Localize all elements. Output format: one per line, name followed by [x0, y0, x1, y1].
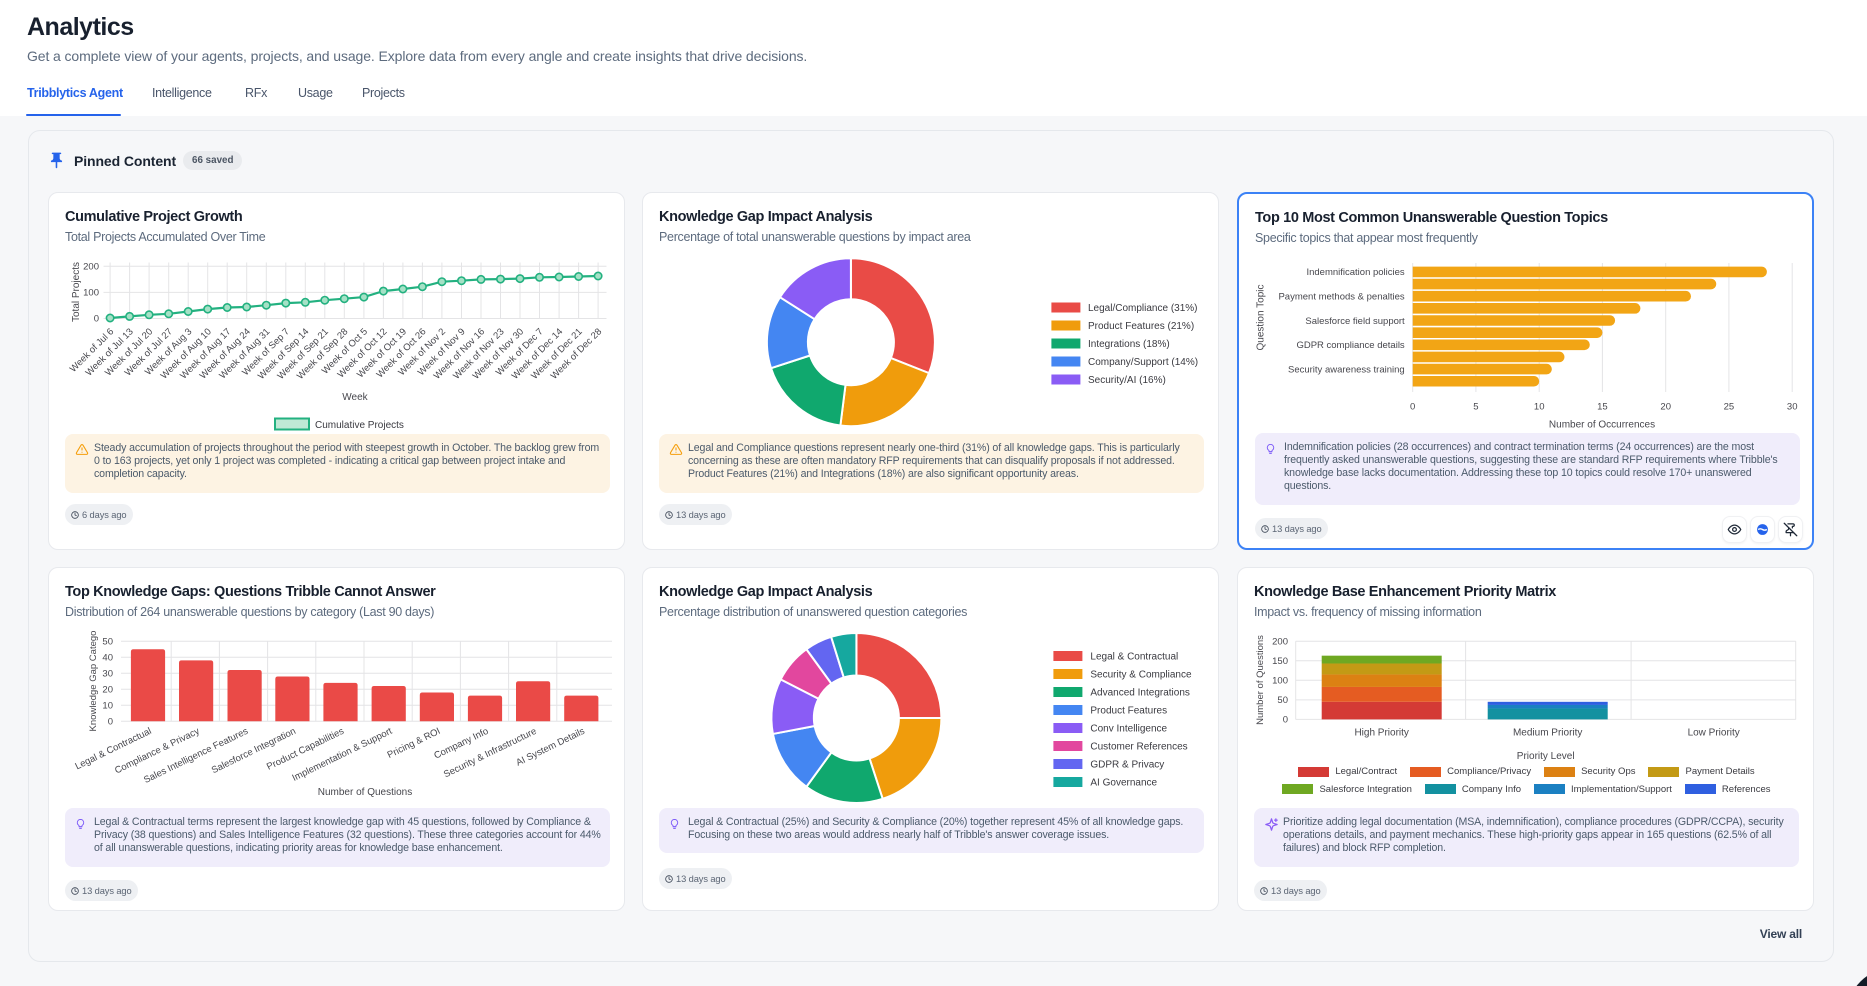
svg-text:Legal & Contractual: Legal & Contractual — [1090, 652, 1178, 663]
svg-text:10: 10 — [102, 701, 113, 712]
svg-text:Number of Questions: Number of Questions — [1255, 635, 1266, 725]
svg-text:Medium Priority: Medium Priority — [1513, 728, 1582, 739]
svg-text:150: 150 — [1272, 656, 1288, 667]
svg-text:100: 100 — [83, 288, 99, 299]
svg-text:Low Priority: Low Priority — [1688, 728, 1740, 739]
svg-text:Week: Week — [342, 392, 368, 403]
svg-text:Salesforce Integration: Salesforce Integration — [210, 726, 298, 776]
svg-text:100: 100 — [1272, 676, 1288, 687]
svg-text:Security & Compliance: Security & Compliance — [1090, 670, 1192, 681]
svg-text:20: 20 — [1660, 402, 1671, 413]
svg-text:Number of Occurrences: Number of Occurrences — [1549, 420, 1655, 431]
svg-text:Payment methods & penalties: Payment methods & penalties — [1278, 292, 1404, 303]
svg-text:15: 15 — [1597, 402, 1608, 413]
svg-text:Priority Level: Priority Level — [1517, 751, 1575, 762]
svg-text:0: 0 — [1283, 715, 1288, 726]
svg-text:Legal/Compliance (31%): Legal/Compliance (31%) — [1088, 303, 1198, 314]
svg-text:30: 30 — [1787, 402, 1798, 413]
svg-text:Question Topic: Question Topic — [1256, 285, 1267, 351]
svg-text:50: 50 — [1277, 695, 1288, 706]
svg-text:AI Governance: AI Governance — [1090, 778, 1157, 789]
svg-text:Integrations (18%): Integrations (18%) — [1088, 339, 1170, 350]
svg-text:Knowledge Gap Catego: Knowledge Gap Catego — [88, 631, 99, 732]
svg-text:GDPR compliance details: GDPR compliance details — [1296, 340, 1404, 351]
svg-text:200: 200 — [83, 262, 99, 273]
svg-text:20: 20 — [102, 685, 113, 696]
svg-text:0: 0 — [108, 717, 113, 728]
svg-text:Conv Intelligence: Conv Intelligence — [1090, 724, 1167, 735]
svg-text:Security/AI (16%): Security/AI (16%) — [1088, 375, 1166, 386]
svg-text:0: 0 — [94, 314, 99, 325]
svg-text:10: 10 — [1534, 402, 1545, 413]
svg-text:GDPR & Privacy: GDPR & Privacy — [1090, 760, 1164, 771]
svg-text:Product Features (21%): Product Features (21%) — [1088, 321, 1194, 332]
svg-text:200: 200 — [1272, 637, 1288, 648]
svg-text:50: 50 — [102, 637, 113, 648]
svg-text:Indemnification policies: Indemnification policies — [1306, 267, 1404, 278]
svg-text:Advanced Integrations: Advanced Integrations — [1090, 688, 1190, 699]
svg-text:Cumulative Projects: Cumulative Projects — [315, 420, 404, 431]
svg-text:Customer References: Customer References — [1090, 742, 1187, 753]
svg-text:5: 5 — [1473, 402, 1478, 413]
svg-text:Security awareness training: Security awareness training — [1288, 364, 1405, 375]
svg-text:30: 30 — [102, 669, 113, 680]
svg-text:Salesforce field support: Salesforce field support — [1305, 316, 1405, 327]
svg-text:Product Features: Product Features — [1090, 706, 1167, 717]
svg-text:Number of Questions: Number of Questions — [318, 787, 413, 798]
svg-text:Company/Support (14%): Company/Support (14%) — [1088, 357, 1198, 368]
svg-text:High Priority: High Priority — [1354, 728, 1408, 739]
svg-text:0: 0 — [1410, 402, 1415, 413]
svg-text:40: 40 — [102, 653, 113, 664]
svg-text:Total Projects: Total Projects — [71, 262, 82, 322]
svg-text:25: 25 — [1724, 402, 1735, 413]
